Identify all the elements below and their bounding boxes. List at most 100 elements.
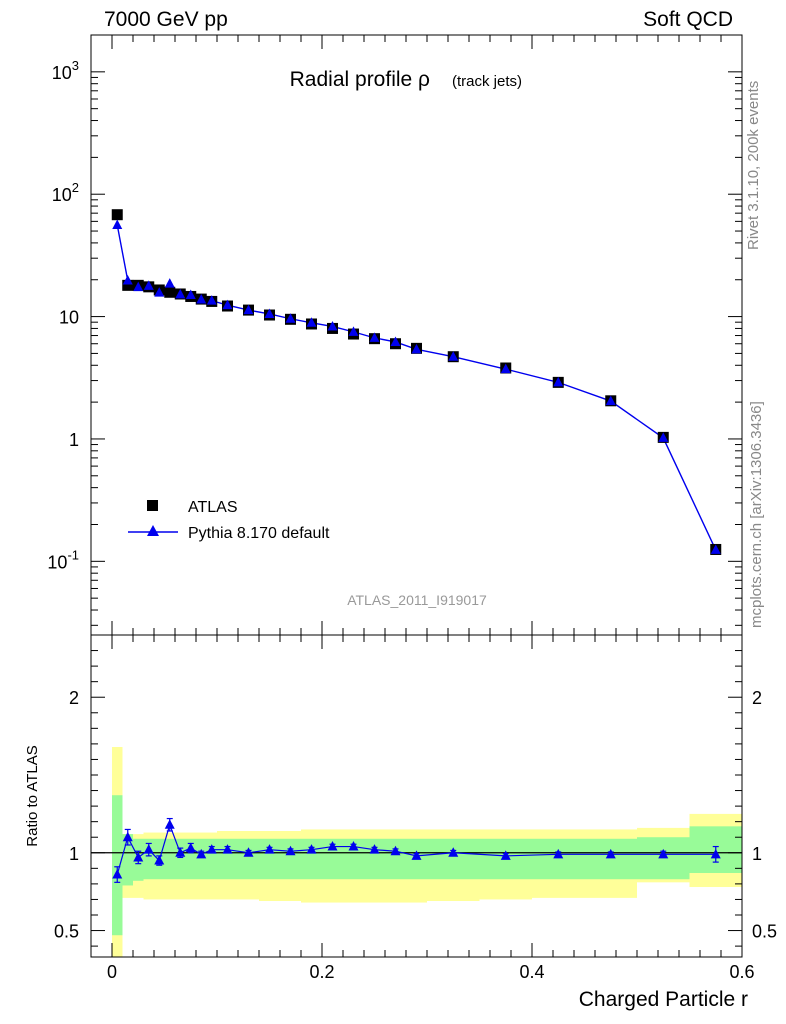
mc-data-point (285, 313, 296, 323)
mc-data-point (164, 278, 175, 288)
ratio-data-point (285, 845, 296, 856)
analysis-tag: ATLAS_2011_I919017 (347, 592, 487, 608)
mc-data-point (710, 544, 721, 554)
mc-data-point (185, 289, 196, 300)
x-tick-label: 0 (107, 962, 117, 982)
atlas-data-point (164, 286, 176, 298)
ratio-band-inner (584, 838, 637, 880)
mc-data-point (605, 395, 616, 406)
ratio-y-tick-label-right: 2 (752, 688, 762, 708)
mc-data-point (327, 320, 338, 331)
mc-data-point (206, 295, 217, 305)
main-panel-frame (90, 34, 743, 636)
ratio-y-tick-label-right: 0.5 (752, 922, 777, 942)
legend-atlas-marker (147, 500, 158, 511)
ratio-data-point (448, 847, 459, 857)
main-y-tick-label: 103 (52, 58, 79, 83)
ratio-data-point (185, 842, 196, 853)
ratio-band-inner (385, 838, 406, 880)
x-axis-label: Charged Particle r (578, 988, 748, 1011)
ratio-ylabel: Ratio to ATLAS (24, 745, 41, 846)
ratio-data-point (306, 844, 317, 854)
ratio-data-point (553, 848, 564, 859)
ratio-band-inner (196, 838, 207, 880)
ratio-y-tick-label: 0.5 (54, 922, 79, 942)
x-tick-label: 0.4 (519, 962, 544, 982)
mc-data-point (390, 336, 401, 346)
ratio-data-point (206, 844, 217, 854)
ratio-data-point (710, 848, 721, 859)
ratio-data-point (196, 848, 207, 859)
ratio-data-layer (91, 817, 742, 883)
ratio-band-inner (143, 838, 154, 880)
collision-label: 7000 GeV pp (104, 8, 228, 31)
main-y-tick-label: 10-1 (47, 547, 79, 572)
ratio-data-point (154, 855, 165, 865)
ratio-data-point (411, 850, 422, 860)
legend-atlas-label: ATLAS (188, 499, 238, 516)
x-tick-label: 0.2 (309, 962, 334, 982)
main-title-suffix: (track jets) (452, 73, 522, 90)
ratio-band-inner (164, 838, 175, 880)
mc-data-point (112, 219, 123, 230)
ratio-band-inner (259, 838, 280, 880)
mc-data-point (306, 317, 317, 327)
ratio-band-inner (185, 838, 196, 880)
mc-data-point (133, 281, 144, 292)
mc-data-point (658, 432, 669, 442)
ratio-data-point (327, 841, 338, 851)
mc-data-point (222, 299, 233, 310)
ratio-y-tick-label: 1 (69, 844, 79, 864)
main-y-tick-label: 1 (69, 430, 79, 450)
mc-data-point (122, 275, 133, 285)
rivet-version-text: Rivet 3.1.10, 200k events (745, 80, 762, 250)
mc-data-point (154, 287, 165, 297)
mc-data-point (175, 288, 186, 299)
main-y-tick-label: 102 (52, 180, 79, 205)
ratio-band-inner (112, 795, 123, 936)
atlas-data-point (122, 279, 134, 291)
main-data-layer (111, 209, 722, 555)
mc-data-point (243, 304, 254, 315)
ratio-band-inner (322, 838, 343, 880)
main-y-tick-label: 10 (59, 308, 79, 328)
ratio-data-point (243, 847, 254, 857)
ratio-data-point (164, 819, 175, 829)
process-label: Soft QCD (643, 8, 733, 31)
x-tick-label: 0.6 (729, 962, 754, 982)
mc-data-point (411, 343, 422, 354)
ratio-band-inner (238, 838, 259, 880)
ratio-data-point (112, 869, 123, 879)
legend-pythia-label: Pythia 8.170 default (188, 525, 330, 542)
ratio-data-point (605, 848, 616, 859)
ratio-band-inner (427, 838, 480, 880)
main-tick-layer: 10-1 1 10 102 103 (47, 34, 743, 635)
ratio-series-line (116, 822, 716, 875)
ratio-band-inner (206, 838, 217, 880)
ratio-data-point (143, 844, 154, 854)
mc-data-point (500, 363, 511, 374)
ratio-band-inner (280, 838, 301, 880)
mc-data-point (348, 326, 359, 336)
ratio-tick-layer: 0 0.2 0.4 0.6 0.5 0.5 1 1 2 2 (54, 634, 777, 982)
ratio-band-inner (122, 834, 133, 886)
ratio-data-point (133, 851, 144, 862)
mcplots-text: mcplots.cern.ch [arXiv:1306.3436] (748, 401, 765, 628)
ratio-data-point (222, 844, 233, 854)
ratio-y-tick-label-right: 1 (752, 844, 762, 864)
ratio-panel-frame (90, 634, 743, 958)
ratio-data-point (175, 847, 186, 857)
mc-data-point (264, 308, 275, 318)
mc-data-point (553, 376, 564, 387)
atlas-data-point (111, 209, 123, 221)
ratio-panel (90, 634, 743, 958)
legend: ATLAS Pythia 8.170 default (128, 499, 330, 542)
mc-data-point (369, 332, 380, 342)
ratio-band-inner (532, 838, 585, 880)
ratio-data-point (264, 844, 275, 854)
mc-data-point (448, 351, 459, 361)
main-title: Radial profile ρ (290, 68, 430, 91)
mc-data-point (143, 280, 154, 290)
ratio-data-point (122, 831, 133, 842)
